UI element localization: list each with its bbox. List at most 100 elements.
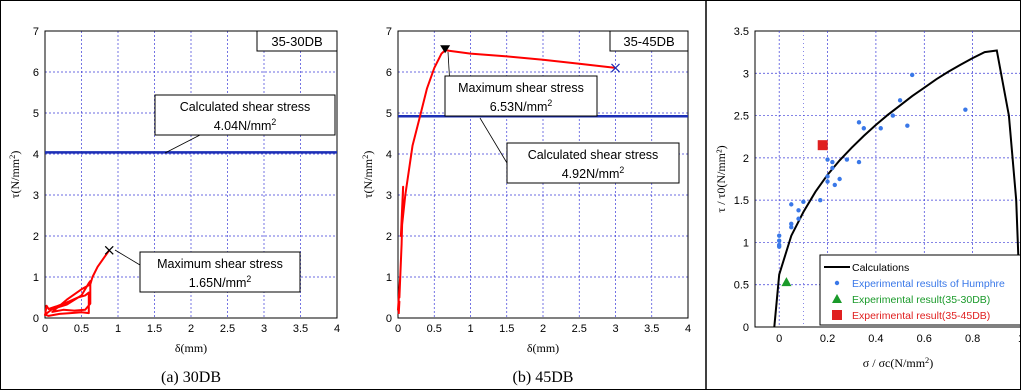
y-tick-label: 5 [33,108,39,120]
annotation-value: 1.65N/mm2 [189,274,252,290]
annotation-box [139,251,301,293]
x-tick-label: 0 [776,333,782,345]
specimen-label-box [609,30,689,52]
y-tick-label: 3.5 [734,26,749,38]
x-tick-label: 1 [1018,333,1021,345]
legend-box [819,254,1021,326]
annotation-box [506,142,680,184]
x-tick-label: 3.5 [293,323,308,335]
humphreys-point [963,107,968,112]
annotation-title: Maximum shear stress [157,257,283,271]
plot-frame [754,30,1021,328]
y-tick-label: 4 [386,149,392,161]
legend-swatch-dot [834,280,840,286]
x-axis-label: δ(mm) [527,341,559,355]
y-tick-label: 2 [386,231,392,243]
y-tick-label: 1 [743,237,749,249]
humphreys-point [789,221,794,227]
y-tick-label: 0 [386,313,392,325]
specimen-label: 35-30DB [271,34,322,49]
x-tick-label: 1.5 [147,323,162,335]
shear-curve [397,49,616,314]
end-marker [611,63,620,73]
legend-swatch-triangle [832,294,842,303]
x-tick-label: 0.5 [74,323,89,335]
result-30db-marker [781,277,792,287]
y-tick-label: 1 [386,272,392,284]
annotation-value: 4.92N/mm2 [562,165,625,181]
humphreys-point [776,238,782,243]
y-tick-label: 4 [33,149,39,161]
legend-label: Experimental result(35-45DB) [852,310,990,322]
annotation-leader [114,249,141,266]
annotation-title: Calculated shear stress [180,100,311,114]
x-tick-label: 2.5 [220,323,235,335]
y-axis-label: τ(N/mm2) [8,151,23,199]
humphreys-point [789,202,794,207]
plot-frame [397,30,689,319]
y-tick-label: 0.5 [734,280,749,292]
x-tick-label: 2 [188,323,194,335]
humphreys-point [818,197,823,203]
annotation-value: 4.04N/mm2 [214,117,277,133]
y-tick-label: 6 [386,67,392,79]
calculation-curve [773,49,1021,328]
y-tick-label: 0 [743,322,749,334]
annotation-value: 6.53N/mm2 [490,98,553,114]
panel-caption: (a) 30DB [161,369,221,386]
result-45db-marker [817,140,828,151]
annotation-leader [164,134,201,154]
humphreys-point [830,159,835,165]
panel-a-30db: 0 0.5 1 1.5 2 2.5 3 3.5 4 0 1 2 3 4 5 6 7 δ(mm) τ(N/mm2) (a… [8,26,341,386]
x-tick-label: 3.5 [644,323,659,335]
humphreys-point [801,199,806,205]
humphreys-point [825,157,830,162]
humphreys-point [825,179,830,184]
humphreys-point [830,165,835,171]
shear-curve [44,249,111,317]
panel-b-45db: 0 0.5 1 1.5 2 2.5 3 3.5 4 0 1 2 3 4 5 6 7 δ(mm) τ(N/mm2) (b… [361,26,692,386]
panel-caption: (b) 45DB [513,369,574,386]
x-tick-label: 0.8 [965,333,980,345]
x-tick-label: 1 [115,323,121,335]
humphreys-point [825,174,830,179]
legend-swatch-square [832,310,842,320]
x-tick-label: 1.5 [499,323,514,335]
x-tick-label: 4 [685,323,691,335]
y-axis-label: τ(N/mm2) [361,151,376,199]
y-axis-label: τ / τ0(N/mm²) [714,145,728,212]
legend-label: Experimental result(35-30DB) [852,294,990,306]
humphreys-point [909,72,915,78]
x-tick-label: 0.6 [917,333,932,345]
humphreys-point [776,233,782,238]
y-tick-label: 1.5 [734,195,749,207]
humphreys-point [897,98,903,103]
y-tick-label: 7 [386,26,392,38]
x-tick-label: 0.5 [427,323,442,335]
x-tick-label: 1 [467,323,473,335]
annotation-leader [479,117,508,164]
plot-frame [44,30,338,319]
max-stress-marker [104,245,114,255]
humphreys-point [789,225,794,230]
y-tick-label: 3 [33,190,39,202]
y-tick-label: 3 [386,190,392,202]
humphreys-point [861,126,867,131]
y-tick-label: 1 [33,272,39,284]
legend-label: Experimental results of Humphre [852,278,1005,290]
humphreys-point [878,126,883,131]
legend-label: Calculations [852,262,909,274]
humphreys-point [796,208,801,213]
x-axis-label: δ(mm) [175,341,207,355]
humphreys-point [890,113,896,118]
y-tick-label: 2.5 [734,111,749,123]
humphreys-point [856,159,862,165]
panel-c-normalized: 0 0.5 1 1.5 2 2.5 3 3.5 0 0.2 0.4 0.6 0.8 1 σ / σc(N/m… [714,26,1021,370]
annotation-box [154,94,336,136]
y-tick-label: 5 [386,108,392,120]
x-tick-label: 3 [261,323,267,335]
y-tick-label: 2 [33,231,39,243]
specimen-label: 35-45DB [623,34,674,49]
humphreys-point [837,176,842,182]
humphreys-point [844,157,850,162]
